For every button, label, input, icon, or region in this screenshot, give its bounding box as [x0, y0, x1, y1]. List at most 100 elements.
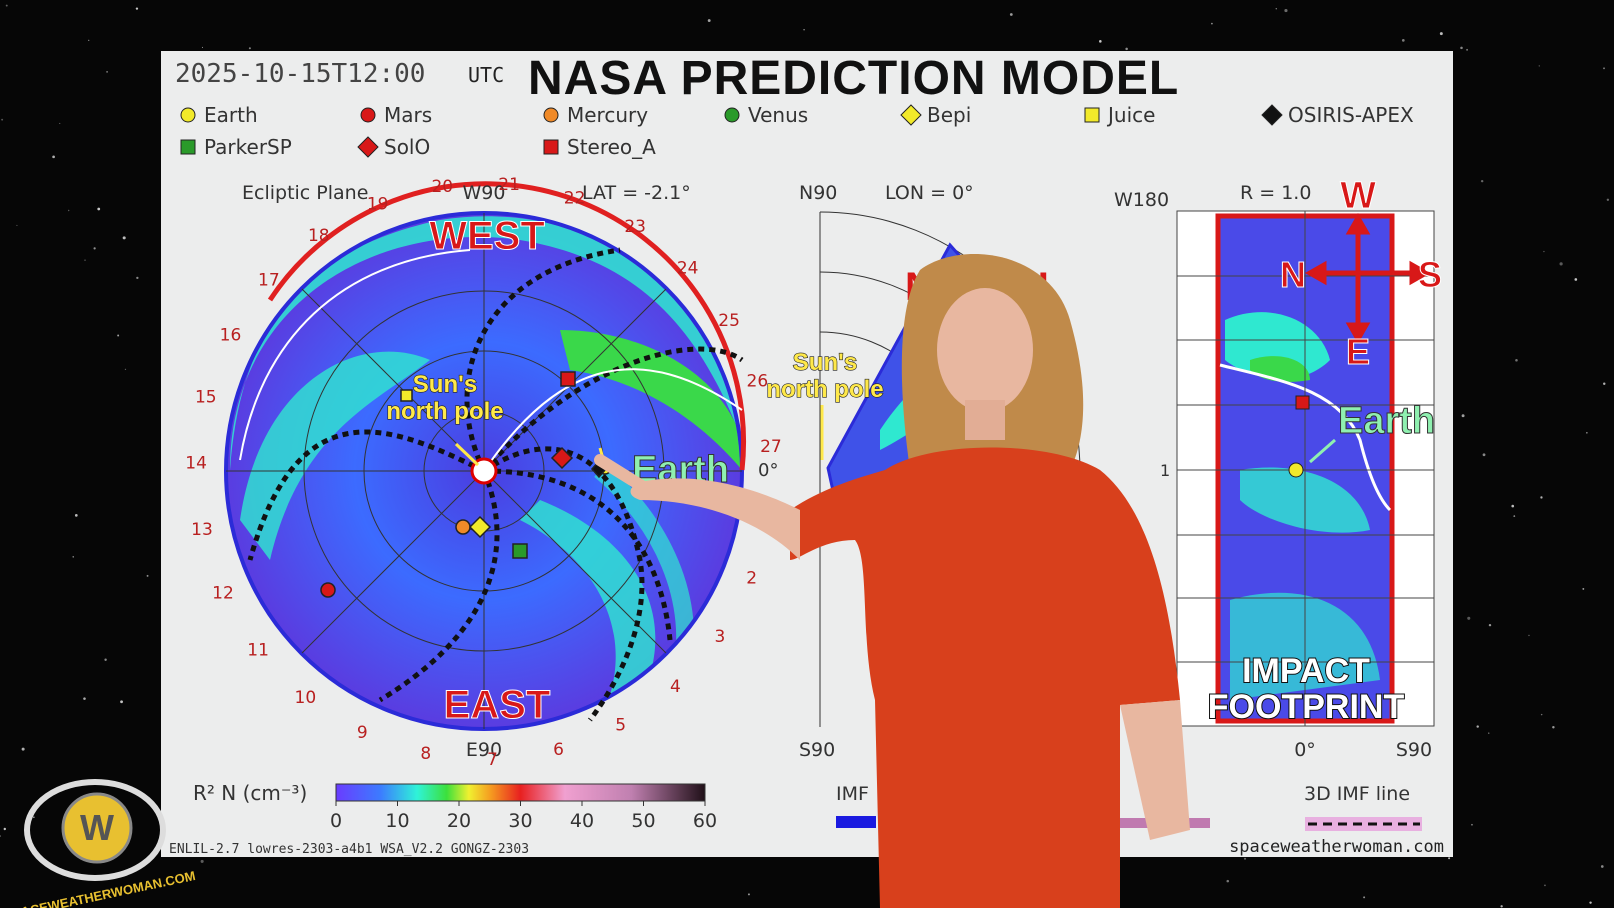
star [1515, 358, 1518, 362]
sector-number: 3 [715, 627, 726, 647]
legend-label: ParkerSP [204, 135, 292, 159]
star [84, 259, 86, 261]
star [97, 207, 101, 211]
star [83, 697, 86, 700]
colorbar-label: R² N (cm⁻³) [193, 781, 307, 805]
sector-number: 8 [420, 744, 431, 764]
sector-number: 16 [220, 325, 242, 345]
star [1543, 250, 1545, 253]
timestamp: 2025-10-15T12:00 [175, 59, 425, 89]
legend-marker [180, 107, 196, 123]
legend-marker [357, 136, 379, 158]
legend-marker [1084, 107, 1100, 123]
star [1552, 726, 1555, 729]
star [1284, 8, 1288, 13]
star [122, 236, 126, 240]
star [1226, 879, 1230, 883]
sector-number: 5 [615, 715, 626, 735]
star [1009, 13, 1013, 16]
sector-number: 14 [185, 454, 207, 474]
sun-note-line: north pole [386, 398, 503, 425]
star [136, 276, 139, 280]
colorbar-tick-label: 60 [693, 810, 717, 832]
star [201, 46, 203, 48]
star [1482, 453, 1486, 457]
sun-note-line: north pole [766, 376, 883, 403]
star [33, 816, 35, 818]
credit: spaceweatherwoman.com [1229, 837, 1444, 857]
star [21, 747, 25, 751]
star [1603, 67, 1605, 70]
ecliptic-plane [224, 181, 747, 731]
sector-numbers: 1234567891011121314151617181920212223242… [185, 175, 781, 770]
sector-number: 27 [760, 437, 782, 457]
star [803, 29, 805, 31]
y-tick-label: 1 [1160, 461, 1170, 480]
legend-label: Earth [204, 103, 258, 127]
star [1448, 857, 1451, 860]
presenter [594, 254, 1190, 908]
compass-label: E [1346, 331, 1370, 372]
star [1540, 496, 1543, 499]
star [16, 224, 18, 227]
legend-marker [543, 139, 559, 155]
footprint-note-line: FOOTPRINT [1208, 688, 1405, 726]
latitude: LAT = -2.1° [582, 182, 691, 204]
star [1244, 857, 1247, 860]
star [1125, 47, 1128, 51]
sector-number: 7 [487, 750, 498, 770]
logo-mark: W [80, 807, 114, 848]
bottom-label: E90 [466, 739, 502, 761]
sector-number: 22 [564, 189, 586, 209]
legend-label: Bepi [927, 103, 971, 127]
star [104, 658, 107, 661]
run-info: ENLIL-2.7 lowres-2303-a4b1 WSA_V2.2 GONG… [169, 842, 529, 857]
star [1513, 515, 1516, 517]
star [1439, 32, 1443, 36]
compass-label: W [1340, 175, 1376, 217]
colorbar-tick-label: 30 [508, 810, 532, 832]
star [1574, 278, 1578, 281]
star [1559, 262, 1563, 266]
star [3, 827, 6, 831]
star [1401, 38, 1405, 42]
star [1511, 504, 1515, 508]
top-label: W90 [463, 182, 506, 204]
bottom-label: S90 [799, 739, 835, 761]
star [1363, 896, 1366, 899]
colorbar-tick-label: 50 [631, 810, 655, 832]
colorbar-ticks: 0 10 20 30 40 50 60 [330, 801, 717, 832]
star [1099, 40, 1102, 43]
imf-label: IMF [836, 783, 869, 805]
star [1544, 884, 1546, 887]
imf-swatch [836, 816, 876, 828]
colorbar-tick-label: 0 [330, 810, 342, 832]
legend-marker [1261, 104, 1283, 126]
star [1582, 587, 1585, 590]
star [124, 368, 127, 371]
star [146, 574, 149, 577]
sector-number: 19 [367, 194, 389, 214]
star [1606, 198, 1610, 201]
bottom-label: 0° [1294, 739, 1316, 761]
star [74, 514, 78, 517]
legend-label: SolO [384, 135, 430, 159]
star [1488, 623, 1492, 627]
title: NASA PREDICTION MODEL [528, 52, 1179, 105]
legend-marker [900, 104, 922, 126]
sector-number: 12 [212, 584, 234, 604]
star [93, 247, 96, 250]
star [707, 19, 711, 22]
compass-label: S [1418, 254, 1442, 295]
sun-note-line: Sun's [793, 349, 857, 376]
legend-label: Venus [748, 103, 808, 127]
sector-number: 23 [624, 217, 646, 237]
earth-note: Earth [1338, 400, 1435, 442]
star [1528, 634, 1530, 637]
legend-marker [360, 107, 376, 123]
star [67, 209, 70, 212]
footprint-note-line: IMPACT [1242, 652, 1370, 690]
colorbar [335, 783, 706, 802]
star [52, 155, 55, 159]
sector-number: 2 [746, 568, 757, 588]
